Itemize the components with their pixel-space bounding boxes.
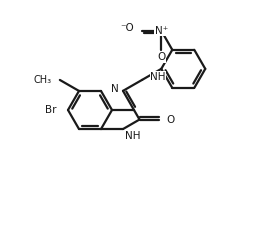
Text: Br: Br: [46, 105, 57, 115]
Text: CH₃: CH₃: [34, 75, 52, 85]
Text: O: O: [157, 53, 165, 62]
Text: NH: NH: [125, 131, 140, 141]
Text: ⁻O: ⁻O: [120, 23, 134, 33]
Text: N⁺: N⁺: [155, 26, 168, 36]
Text: N: N: [111, 84, 119, 94]
Text: NH: NH: [150, 72, 166, 82]
Text: O: O: [167, 115, 175, 124]
